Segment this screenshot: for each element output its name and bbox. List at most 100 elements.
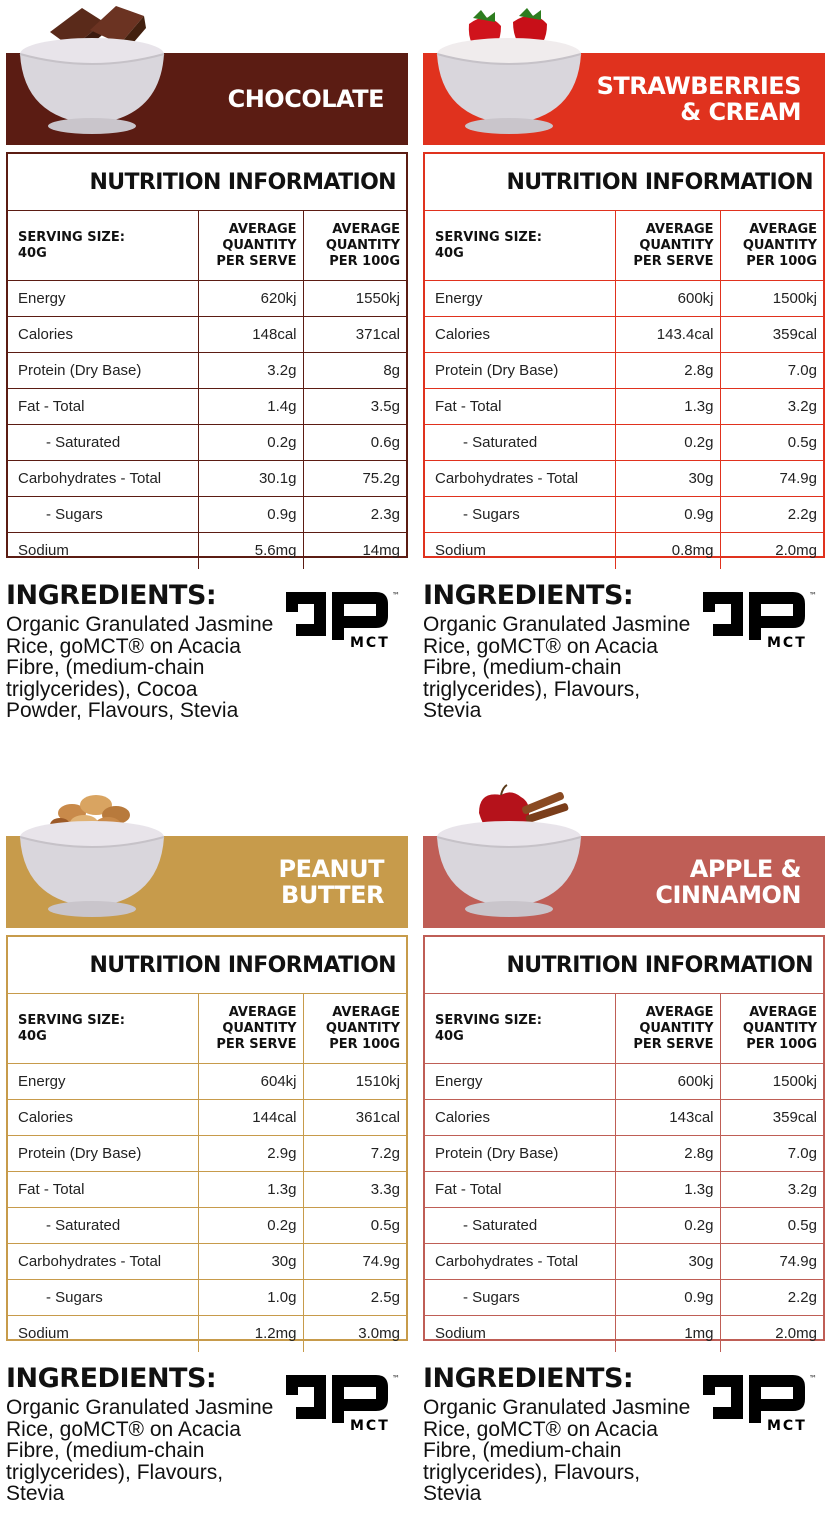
- table-header-row: SERVING SIZE: 40G AVERAGE QUANTITY PER SERV…: [425, 210, 823, 281]
- table-row: Carbohydrates - Total 30g 74.9g: [425, 460, 823, 497]
- per-100g-header: AVERAGE QUANTITY PER 100G: [719, 210, 823, 281]
- table-row: Fat - Total 1.3g 3.2g: [425, 1171, 823, 1208]
- flavour-line-1: PEANUT: [278, 855, 384, 883]
- flavour-line-1: CHOCOLATE: [227, 85, 385, 113]
- serving-size-header: SERVING SIZE: 40G: [8, 210, 198, 281]
- serving-size-header: SERVING SIZE: 40G: [425, 210, 615, 281]
- table-row: Fat - Total 1.3g 3.2g: [425, 388, 823, 425]
- table-row: Carbohydrates - Total 30g 74.9g: [8, 1243, 406, 1280]
- nutrition-title: NUTRITION INFORMATION: [506, 952, 813, 978]
- table-row: Sodium 0.8mg 2.0mg: [425, 532, 823, 569]
- table-row: - Saturated 0.2g 0.5g: [8, 1207, 406, 1244]
- ingredients-text: Organic Granulated Jasmine Rice, goMCT® …: [423, 613, 691, 722]
- flavour-name: STRAWBERRIES & CREAM: [596, 53, 802, 145]
- table-row: Carbohydrates - Total 30g 74.9g: [425, 1243, 823, 1280]
- table-row: Energy 604kj 1510kj: [8, 1063, 406, 1100]
- svg-text:™: ™: [392, 591, 400, 600]
- serving-size-header: SERVING SIZE: 40G: [425, 993, 615, 1064]
- product-panel-apple-cinnamon: APPLE & CINNAMON NUTRITION INFORMATION S…: [423, 783, 825, 1532]
- table-row: Calories 148cal 371cal: [8, 316, 406, 353]
- apple-cinnamon-bowl-icon: [436, 784, 582, 917]
- serving-size-header: SERVING SIZE: 40G: [8, 993, 198, 1064]
- chocolate-bowl-icon: [19, 6, 165, 134]
- svg-text:MCT: MCT: [350, 635, 390, 650]
- per-serve-header: AVERAGE QUANTITY PER SERVE: [614, 210, 720, 281]
- table-header-row: SERVING SIZE: 40G AVERAGE QUANTITY PER SERV…: [8, 210, 406, 281]
- flavour-line-1: APPLE &: [689, 855, 802, 883]
- nutrition-table: SERVING SIZE: 40G AVERAGE QUANTITY PER SERV…: [425, 210, 823, 569]
- table-row: Carbohydrates - Total 30.1g 75.2g: [8, 460, 406, 497]
- product-panel-chocolate: CHOCOLATE NUTRITION INFORMATION SERVING …: [6, 0, 408, 766]
- nutrition-panel: NUTRITION INFORMATION SERVING SIZE: 40G A…: [6, 152, 408, 569]
- table-row: Calories 144cal 361cal: [8, 1099, 406, 1136]
- table-row: - Saturated 0.2g 0.6g: [8, 424, 406, 461]
- product-panel-peanut-butter: PEANUT BUTTER NUTRITION INFORMATION SERV…: [6, 783, 408, 1532]
- ingredients: INGREDIENTS: Organic Granulated Jasmine …: [423, 580, 693, 722]
- table-row: - Sugars 0.9g 2.2g: [425, 1279, 823, 1316]
- per-serve-header: AVERAGE QUANTITY PER SERVE: [614, 993, 720, 1064]
- ingredients: INGREDIENTS: Organic Granulated Jasmine …: [6, 580, 276, 722]
- table-row: - Sugars 0.9g 2.3g: [8, 496, 406, 533]
- ingredients-text: Organic Granulated Jasmine Rice, goMCT® …: [423, 1396, 691, 1505]
- table-row: Fat - Total 1.4g 3.5g: [8, 388, 406, 425]
- svg-text:MCT: MCT: [350, 1418, 390, 1433]
- nutrition-table: SERVING SIZE: 40G AVERAGE QUANTITY PER SERV…: [8, 210, 406, 569]
- ingredients: INGREDIENTS: Organic Granulated Jasmine …: [423, 1363, 693, 1505]
- product-panel-strawberries-cream: STRAWBERRIES & CREAM NUTRITION INFORMATI…: [423, 0, 825, 766]
- svg-text:™: ™: [809, 591, 817, 600]
- table-row: Energy 600kj 1500kj: [425, 280, 823, 317]
- per-100g-header: AVERAGE QUANTITY PER 100G: [302, 210, 406, 281]
- table-row: Protein (Dry Base) 2.8g 7.0g: [425, 352, 823, 389]
- table-row: - Sugars 1.0g 2.5g: [8, 1279, 406, 1316]
- nutrition-title: NUTRITION INFORMATION: [89, 952, 396, 978]
- table-header-row: SERVING SIZE: 40G AVERAGE QUANTITY PER SERV…: [425, 993, 823, 1064]
- table-row: Sodium 5.6mg 14mg: [8, 532, 406, 569]
- table-header-row: SERVING SIZE: 40G AVERAGE QUANTITY PER SERV…: [8, 993, 406, 1064]
- nutrition-table: SERVING SIZE: 40G AVERAGE QUANTITY PER SERV…: [425, 993, 823, 1352]
- svg-text:™: ™: [392, 1374, 400, 1383]
- table-row: Protein (Dry Base) 2.8g 7.0g: [425, 1135, 823, 1172]
- nutrition-panel: NUTRITION INFORMATION SERVING SIZE: 40G A…: [423, 935, 825, 1352]
- flavour-line-2: & CREAM: [680, 98, 801, 126]
- ingredients-text: Organic Granulated Jasmine Rice, goMCT® …: [6, 613, 274, 722]
- ingredients-text: Organic Granulated Jasmine Rice, goMCT® …: [6, 1396, 274, 1505]
- svg-text:MCT: MCT: [767, 1418, 807, 1433]
- per-100g-header: AVERAGE QUANTITY PER 100G: [302, 993, 406, 1064]
- svg-text:MCT: MCT: [767, 635, 807, 650]
- strawberry-bowl-icon: [436, 8, 582, 134]
- flavour-line-2: CINNAMON: [655, 881, 801, 909]
- per-serve-header: AVERAGE QUANTITY PER SERVE: [197, 993, 303, 1064]
- ingredients: INGREDIENTS: Organic Granulated Jasmine …: [6, 1363, 276, 1505]
- nutrition-panel: NUTRITION INFORMATION SERVING SIZE: 40G A…: [6, 935, 408, 1352]
- ingredients-title: INGREDIENTS:: [423, 580, 634, 611]
- nutrition-table: SERVING SIZE: 40G AVERAGE QUANTITY PER SERV…: [8, 993, 406, 1352]
- table-row: - Sugars 0.9g 2.2g: [425, 496, 823, 533]
- table-row: Fat - Total 1.3g 3.3g: [8, 1171, 406, 1208]
- table-row: - Saturated 0.2g 0.5g: [425, 1207, 823, 1244]
- flavour-line-2: BUTTER: [281, 881, 384, 909]
- gomct-logo-icon: MCT ™: [286, 1374, 400, 1433]
- flavour-name: APPLE & CINNAMON: [655, 836, 801, 928]
- ingredients-title: INGREDIENTS:: [6, 1363, 217, 1394]
- table-row: - Saturated 0.2g 0.5g: [425, 424, 823, 461]
- peanut-bowl-icon: [19, 795, 165, 917]
- flavour-line-1: STRAWBERRIES: [596, 72, 802, 100]
- ingredients-title: INGREDIENTS:: [6, 580, 217, 611]
- svg-text:™: ™: [809, 1374, 817, 1383]
- nutrition-title: NUTRITION INFORMATION: [506, 169, 813, 195]
- table-row: Energy 600kj 1500kj: [425, 1063, 823, 1100]
- table-row: Sodium 1.2mg 3.0mg: [8, 1315, 406, 1352]
- flavour-name: PEANUT BUTTER: [278, 836, 384, 928]
- ingredients-title: INGREDIENTS:: [423, 1363, 634, 1394]
- table-row: Protein (Dry Base) 3.2g 8g: [8, 352, 406, 389]
- flavour-name: CHOCOLATE: [227, 53, 385, 145]
- gomct-logo-icon: MCT ™: [703, 591, 817, 650]
- per-serve-header: AVERAGE QUANTITY PER SERVE: [197, 210, 303, 281]
- nutrition-title: NUTRITION INFORMATION: [89, 169, 396, 195]
- per-100g-header: AVERAGE QUANTITY PER 100G: [719, 993, 823, 1064]
- gomct-logo-icon: MCT ™: [703, 1374, 817, 1433]
- nutrition-panel: NUTRITION INFORMATION SERVING SIZE: 40G A…: [423, 152, 825, 569]
- table-row: Energy 620kj 1550kj: [8, 280, 406, 317]
- table-row: Calories 143.4cal 359cal: [425, 316, 823, 353]
- table-row: Calories 143cal 359cal: [425, 1099, 823, 1136]
